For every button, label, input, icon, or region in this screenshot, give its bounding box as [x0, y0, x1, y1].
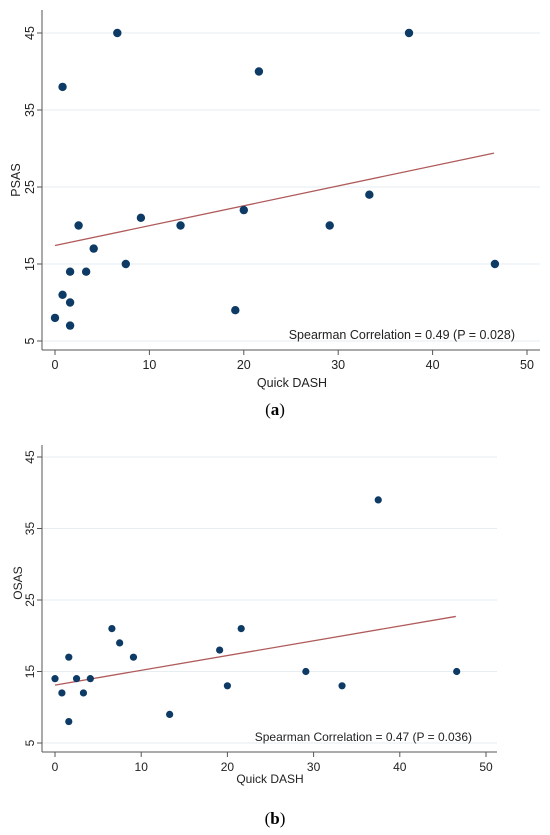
y-axis-label: PSAS [9, 163, 23, 196]
data-point [58, 82, 67, 92]
x-tick-label: 30 [331, 358, 345, 372]
data-point [136, 213, 146, 222]
x-tick-label: 20 [237, 358, 251, 372]
data-points [51, 496, 461, 726]
x-tick-label: 50 [520, 358, 534, 372]
annotation-text: Spearman Correlation = 0.47 (P = 0.036) [255, 730, 472, 744]
chart-panel-b: 5 15 25 35 45 0 10 20 30 40 50 Spearman Correlatio… [11, 445, 497, 828]
data-point [72, 675, 81, 683]
regression-line [54, 152, 495, 247]
data-point [129, 653, 138, 661]
data-point [302, 667, 310, 676]
data-point [86, 675, 94, 683]
x-tick-label: 40 [393, 760, 407, 774]
x-tick-label: 0 [52, 760, 59, 774]
data-point [237, 625, 245, 633]
y-tick-label: 35 [23, 103, 37, 117]
data-point [65, 321, 75, 330]
x-tick-label: 40 [426, 358, 440, 372]
data-point [58, 290, 67, 299]
data-point [216, 646, 224, 654]
data-point [374, 496, 382, 504]
x-tick-label: 0 [52, 358, 59, 372]
data-point [166, 710, 174, 719]
data-point [51, 675, 59, 683]
data-point [74, 221, 83, 230]
chart-panel-a: 5 15 25 35 45 0 10 20 30 40 50 Spearman Correlatio… [9, 10, 540, 419]
y-tick-label: 15 [23, 257, 37, 271]
panel-label-letter: b [270, 809, 279, 828]
grid-lines [42, 456, 497, 744]
data-points [50, 28, 500, 330]
panel-label-letter: a [271, 400, 280, 419]
y-tick-label: 15 [23, 665, 37, 679]
y-tick-label: 25 [23, 593, 37, 607]
data-point [365, 190, 374, 199]
data-point [113, 28, 122, 38]
data-point [490, 259, 500, 269]
data-point [89, 244, 98, 253]
x-tick-label: 10 [142, 358, 156, 372]
axis-ticks: 5 15 25 35 45 0 10 20 30 40 50 [23, 26, 534, 372]
data-point [65, 267, 75, 276]
panel-label: (b) [265, 809, 286, 828]
x-axis-label: Quick DASH [257, 376, 327, 390]
data-point [79, 689, 88, 697]
annotation-text: Spearman Correlation = 0.49 (P = 0.028) [289, 328, 515, 342]
data-point [65, 653, 73, 661]
grid-lines [42, 32, 540, 342]
data-point [453, 667, 461, 676]
data-point [81, 267, 91, 276]
y-axis-label: OSAS [11, 566, 25, 599]
x-tick-label: 20 [221, 760, 235, 774]
y-tick-label: 5 [23, 337, 37, 344]
data-point [223, 682, 231, 690]
panel-label: (a) [265, 400, 285, 419]
y-tick-label: 45 [23, 450, 37, 464]
axis-ticks: 5 15 25 35 45 0 10 20 30 40 50 [23, 450, 493, 774]
x-axis-label: Quick DASH [236, 772, 303, 786]
data-point [239, 205, 248, 215]
data-point [58, 689, 66, 697]
data-point [404, 28, 414, 38]
data-point [231, 306, 240, 315]
y-tick-label: 25 [23, 180, 37, 194]
data-point [176, 221, 185, 230]
y-tick-label: 45 [23, 26, 37, 40]
y-tick-label: 35 [23, 522, 37, 536]
data-point [121, 259, 130, 269]
data-point [116, 639, 124, 647]
data-point [325, 221, 334, 230]
data-point [108, 625, 116, 633]
x-tick-label: 10 [135, 760, 149, 774]
data-point [338, 682, 346, 690]
x-tick-label: 50 [479, 760, 493, 774]
regression-line [54, 615, 456, 686]
y-tick-label: 5 [23, 739, 37, 746]
data-point [254, 67, 264, 76]
data-point [50, 313, 60, 323]
x-tick-label: 30 [307, 760, 321, 774]
data-point [65, 717, 73, 726]
data-point [65, 298, 75, 307]
